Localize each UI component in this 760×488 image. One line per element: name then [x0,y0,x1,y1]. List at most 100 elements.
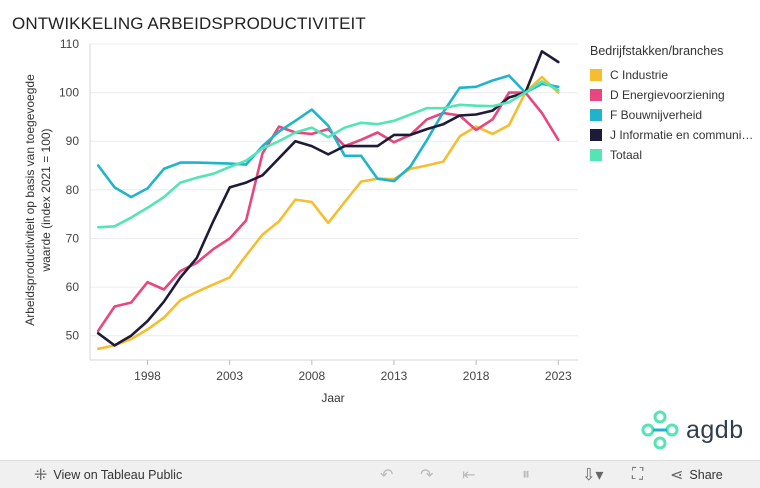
data-point-f[interactable] [506,73,512,79]
data-point-j[interactable] [112,342,118,348]
revert-button[interactable]: ⇤ [462,461,475,488]
data-point-totaal[interactable] [342,125,348,131]
data-point-d[interactable] [161,287,167,293]
data-point-f[interactable] [194,160,200,166]
data-point-totaal[interactable] [473,103,479,109]
data-point-c[interactable] [490,131,496,137]
data-point-totaal[interactable] [522,90,528,96]
data-point-c[interactable] [177,297,183,303]
data-point-d[interactable] [375,129,381,135]
data-point-f[interactable] [407,164,413,170]
redo-button[interactable]: ↷ [420,461,433,488]
data-point-f[interactable] [112,184,118,190]
data-point-c[interactable] [440,159,446,165]
data-point-f[interactable] [309,107,315,113]
data-point-totaal[interactable] [210,171,216,177]
data-point-f[interactable] [473,84,479,90]
data-point-j[interactable] [555,59,561,65]
view-on-tableau-public-button[interactable]: ⁜ View on Tableau Public [34,461,182,488]
fullscreen-button[interactable]: ⛶ [632,461,643,488]
data-point-c[interactable] [424,163,430,169]
data-point-j[interactable] [424,126,430,132]
data-point-f[interactable] [177,160,183,166]
data-point-j[interactable] [407,132,413,138]
data-point-j[interactable] [210,218,216,224]
series-line-j[interactable] [96,49,560,347]
data-point-totaal[interactable] [457,102,463,108]
data-point-j[interactable] [539,48,545,54]
data-point-f[interactable] [490,77,496,83]
data-point-totaal[interactable] [292,129,298,135]
data-point-totaal[interactable] [375,121,381,127]
data-point-totaal[interactable] [440,105,446,111]
data-point-totaal[interactable] [309,125,315,131]
data-point-totaal[interactable] [490,103,496,109]
data-point-f[interactable] [292,118,298,124]
legend-item[interactable]: F Bouwnijverheid [590,105,755,125]
data-point-totaal[interactable] [276,138,282,144]
data-point-j[interactable] [128,333,134,339]
data-point-totaal[interactable] [95,224,101,230]
data-point-totaal[interactable] [227,164,233,170]
data-point-j[interactable] [358,143,364,149]
data-point-totaal[interactable] [407,111,413,117]
data-point-f[interactable] [145,185,151,191]
data-point-totaal[interactable] [260,146,266,152]
data-point-totaal[interactable] [177,180,183,186]
series-line-totaal[interactable] [96,80,560,229]
data-point-f[interactable] [358,153,364,159]
data-point-f[interactable] [391,178,397,184]
data-point-totaal[interactable] [424,105,430,111]
data-point-j[interactable] [309,143,315,149]
legend-item[interactable]: C Industrie [590,65,755,85]
data-point-c[interactable] [161,315,167,321]
data-point-c[interactable] [260,232,266,238]
data-point-f[interactable] [161,166,167,172]
data-point-c[interactable] [506,122,512,128]
data-point-j[interactable] [276,155,282,161]
data-point-j[interactable] [161,299,167,305]
data-point-f[interactable] [325,123,331,129]
data-point-totaal[interactable] [391,118,397,124]
data-point-totaal[interactable] [161,194,167,200]
data-point-c[interactable] [145,326,151,332]
data-point-f[interactable] [210,160,216,166]
data-point-totaal[interactable] [358,120,364,126]
data-point-j[interactable] [375,143,381,149]
data-point-j[interactable] [95,330,101,336]
data-point-totaal[interactable] [112,223,118,229]
data-point-j[interactable] [440,121,446,127]
data-point-j[interactable] [227,184,233,190]
legend-item[interactable]: Totaal [590,145,755,165]
series-line-c[interactable] [96,75,560,351]
data-point-j[interactable] [292,138,298,144]
data-point-d[interactable] [128,300,134,306]
line-chart[interactable]: 50 60 70 80 90 100 110 1998 2003 2008 2013 2018 202… [0,0,760,460]
data-point-c[interactable] [358,179,364,185]
data-point-d[interactable] [145,279,151,285]
series-line-f[interactable] [96,74,560,199]
data-point-f[interactable] [457,85,463,91]
legend-item[interactable]: D Energievoorziening [590,85,755,105]
data-point-d[interactable] [391,139,397,145]
data-point-totaal[interactable] [506,99,512,105]
data-point-j[interactable] [243,180,249,186]
data-point-c[interactable] [342,199,348,205]
pause-button[interactable]: ⏸ [522,461,530,488]
data-point-d[interactable] [539,110,545,116]
data-point-c[interactable] [457,133,463,139]
data-point-c[interactable] [292,197,298,203]
data-point-totaal[interactable] [555,87,561,93]
data-point-f[interactable] [95,163,101,169]
data-point-d[interactable] [358,137,364,143]
data-point-c[interactable] [243,252,249,258]
data-point-j[interactable] [473,111,479,117]
data-point-d[interactable] [473,127,479,133]
download-button[interactable]: ⇩▾ [582,461,603,488]
data-point-j[interactable] [457,112,463,118]
data-point-f[interactable] [375,176,381,182]
data-point-totaal[interactable] [539,78,545,84]
data-point-totaal[interactable] [243,158,249,164]
data-point-f[interactable] [424,137,430,143]
data-point-c[interactable] [194,289,200,295]
